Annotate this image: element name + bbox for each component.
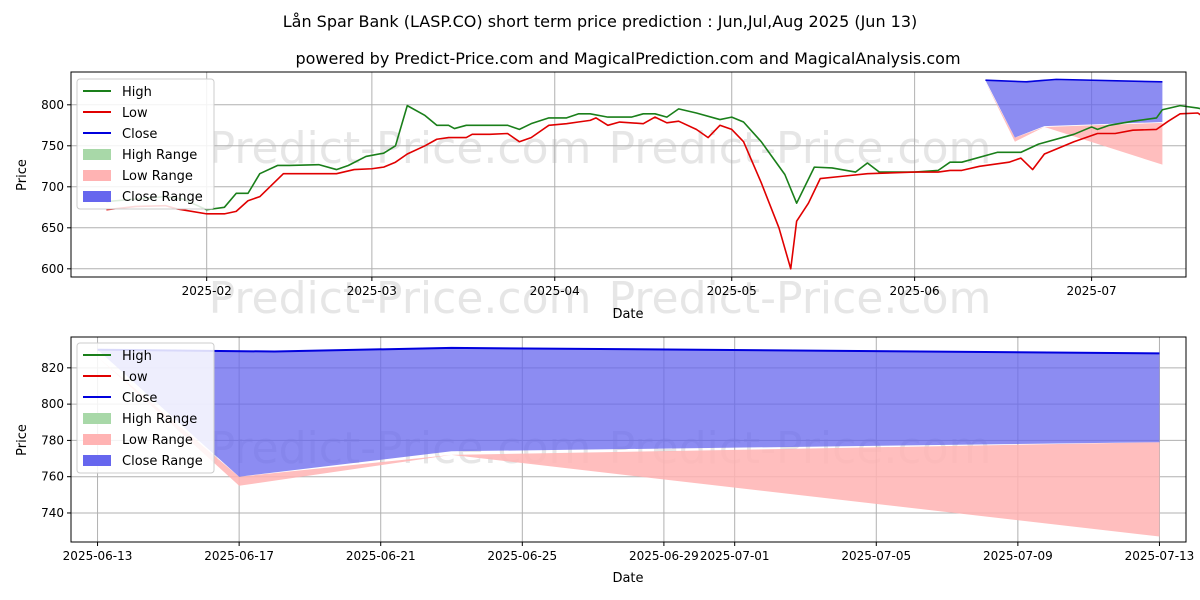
legend-item-low-range: Low Range [83,433,193,448]
y-tick-label: 740 [41,506,64,520]
x-tick-label: 2025-04 [530,284,580,298]
legend-swatch [83,191,111,202]
y-tick-label: 700 [41,180,64,194]
legend-item-close-range: Close Range [83,190,203,205]
legend-label: Close [122,127,157,142]
low-range-area [985,81,1163,165]
watermark-text: Predict-Price.com [609,123,992,174]
x-tick-label: 2025-06-25 [487,549,557,563]
watermark-text: Predict-Price.com [209,273,592,324]
legend-label: Close Range [122,454,203,469]
legend-box [76,78,215,210]
bottom-y-ticks: 740 760 780 800 820 [41,361,71,520]
top-x-axis-label: Date [612,307,643,322]
bottom-plot-frame [70,336,1187,543]
x-tick-label: 2025-05 [707,284,757,298]
y-tick-label: 800 [41,397,64,411]
legend-swatch [83,434,111,445]
legend-swatch [83,149,111,160]
legend-swatch [83,413,111,424]
top-watermarks: Predict-Price.com Predict-Price.com Pred… [209,123,992,324]
legend-box [76,342,215,474]
bottom-x-ticks: 2025-06-13 2025-06-17 2025-06-21 2025-06-25… [63,542,1195,563]
top-x-ticks: 2025-02 2025-03 2025-04 2025-05 2025-06 2025-… [182,277,1117,298]
x-tick-label: 2025-06-21 [346,549,416,563]
x-tick-label: 2025-06-17 [204,549,274,563]
x-tick-label: 2025-07-01 [700,549,770,563]
chart-subtitle: powered by Predict-Price.com and Magical… [295,49,960,68]
bottom-y-axis-label: Price [15,424,30,456]
legend-item-high-range: High Range [83,412,197,427]
x-tick-label: 2025-07 [1067,284,1117,298]
bottom-chart-panel: Predict-Price.com Predict-Price.com 2025… [15,336,1195,586]
legend-item-low-range: Low Range [83,169,193,184]
y-tick-label: 760 [41,470,64,484]
legend-item-low: Low [83,106,148,121]
legend-label: High Range [122,148,197,163]
legend-item-low: Low [83,370,148,385]
legend-swatch [83,170,111,181]
close-series-line [985,78,1163,83]
x-tick-label: 2025-02 [182,284,232,298]
x-tick-label: 2025-06-13 [63,549,133,563]
legend-item-close: Close [83,127,157,142]
y-tick-label: 820 [41,361,64,375]
x-tick-label: 2025-03 [347,284,397,298]
bottom-ranges [97,347,1160,537]
x-tick-label: 2025-07-05 [841,549,911,563]
x-tick-label: 2025-07-13 [1125,549,1195,563]
x-tick-label: 2025-06 [890,284,940,298]
low-series-line [106,112,1200,270]
y-tick-label: 800 [41,98,64,112]
top-plot-frame [70,71,1187,278]
chart-title: Lån Spar Bank (LASP.CO) short term price… [283,12,918,31]
legend-label: High [122,85,152,100]
bottom-x-axis-label: Date [612,571,643,586]
y-tick-label: 600 [41,262,64,276]
legend-swatch [83,455,111,466]
legend-label: Low [122,106,148,121]
x-tick-label: 2025-06-29 [629,549,699,563]
low-range-area [97,356,1160,537]
top-series-lines [106,78,1200,270]
legend-label: Low Range [122,433,193,448]
legend-item-close: Close [83,391,157,406]
bottom-legend: High Low Close High Range Low Range Close Ran… [76,342,215,474]
y-tick-label: 780 [41,433,64,447]
top-legend: High Low Close High Range Low Range Close Ran… [76,78,215,210]
high-series-line [106,104,1200,211]
legend-label: Low [122,370,148,385]
legend-label: Low Range [122,169,193,184]
legend-item-close-range: Close Range [83,454,203,469]
legend-label: Close Range [122,190,203,205]
x-tick-label: 2025-07-09 [983,549,1053,563]
legend-label: Close [122,391,157,406]
top-chart-panel: Predict-Price.com Predict-Price.com Pred… [15,71,1200,324]
legend-item-high: High [83,85,152,100]
y-tick-label: 650 [41,221,64,235]
top-y-axis-label: Price [15,159,30,191]
top-y-ticks: 600 650 700 750 800 [41,98,71,276]
legend-item-high-range: High Range [83,148,197,163]
legend-label: High Range [122,412,197,427]
legend-label: High [122,349,152,364]
y-tick-label: 750 [41,139,64,153]
close-range-area [97,347,1160,477]
watermark-text: Predict-Price.com [609,273,992,324]
legend-item-high: High [83,349,152,364]
